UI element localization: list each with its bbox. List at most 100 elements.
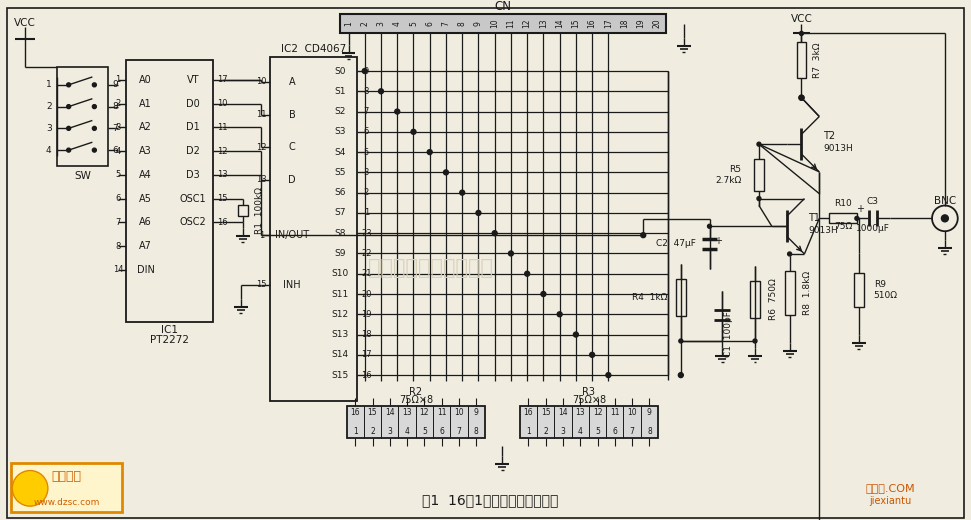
Text: 9013H: 9013H — [823, 144, 853, 153]
Text: 4: 4 — [46, 146, 51, 154]
Text: 16: 16 — [523, 408, 533, 417]
Text: PT2272: PT2272 — [151, 335, 189, 345]
Text: 10: 10 — [490, 19, 499, 29]
Text: VCC: VCC — [790, 14, 813, 23]
Text: 75Ω×8: 75Ω×8 — [399, 395, 433, 405]
Text: 13: 13 — [576, 408, 585, 417]
Text: 4: 4 — [392, 21, 402, 26]
Text: 20: 20 — [361, 290, 372, 298]
Text: R2: R2 — [409, 387, 422, 397]
Circle shape — [411, 129, 416, 134]
Text: R8  1.8kΩ: R8 1.8kΩ — [803, 271, 813, 315]
Text: 12: 12 — [419, 408, 429, 417]
Text: S2: S2 — [334, 107, 346, 116]
Circle shape — [589, 353, 594, 357]
Text: 7: 7 — [116, 218, 120, 227]
Circle shape — [641, 233, 646, 238]
Text: 11: 11 — [437, 408, 447, 417]
Text: A2: A2 — [140, 122, 152, 133]
Text: 1: 1 — [352, 427, 357, 436]
Text: 1: 1 — [46, 81, 51, 89]
Text: 5: 5 — [409, 21, 418, 26]
Text: 13: 13 — [402, 408, 412, 417]
Text: 3: 3 — [116, 123, 120, 132]
Text: C2  47μF: C2 47μF — [655, 239, 695, 248]
Bar — [854, 273, 864, 307]
Text: 6: 6 — [439, 427, 444, 436]
Text: VT: VT — [187, 75, 199, 85]
Text: S8: S8 — [334, 229, 346, 238]
Text: D3: D3 — [186, 170, 200, 180]
Text: 16: 16 — [351, 408, 360, 417]
Circle shape — [427, 150, 432, 154]
Bar — [796, 42, 807, 78]
Text: B: B — [288, 110, 295, 120]
Text: 3: 3 — [364, 168, 369, 177]
Text: 75Ω×8: 75Ω×8 — [572, 395, 606, 405]
Text: C: C — [288, 142, 295, 152]
Text: 5: 5 — [595, 427, 600, 436]
Text: 维库一下: 维库一下 — [51, 470, 82, 483]
Text: DIN: DIN — [137, 265, 154, 275]
Bar — [676, 279, 686, 316]
Text: 12: 12 — [522, 19, 532, 28]
Text: 10: 10 — [454, 408, 464, 417]
Text: 4: 4 — [116, 147, 120, 155]
Text: 13: 13 — [256, 175, 267, 184]
Text: 6: 6 — [113, 146, 118, 154]
Text: 9: 9 — [364, 67, 369, 75]
Text: 1000μF: 1000μF — [855, 224, 889, 233]
Text: T1: T1 — [809, 213, 820, 224]
Text: S6: S6 — [334, 188, 346, 197]
Text: 12: 12 — [217, 147, 227, 155]
Text: S13: S13 — [331, 330, 349, 339]
Text: S12: S12 — [331, 310, 349, 319]
Text: 19: 19 — [361, 310, 372, 319]
Text: 2: 2 — [370, 427, 375, 436]
Text: D: D — [288, 175, 296, 185]
Circle shape — [799, 95, 804, 100]
Text: R3: R3 — [583, 387, 595, 397]
Bar — [829, 213, 856, 223]
Text: IC1: IC1 — [161, 325, 178, 335]
Text: 5: 5 — [364, 148, 369, 157]
Text: 8: 8 — [113, 102, 118, 111]
Circle shape — [92, 83, 96, 87]
Text: S3: S3 — [334, 127, 346, 136]
Text: 9: 9 — [113, 81, 118, 89]
Text: 15: 15 — [217, 194, 227, 203]
Circle shape — [67, 105, 71, 109]
Circle shape — [492, 231, 497, 236]
Text: 6: 6 — [613, 427, 618, 436]
Text: 3: 3 — [560, 427, 565, 436]
Text: 7: 7 — [364, 107, 369, 116]
Circle shape — [606, 373, 611, 378]
Text: 11: 11 — [507, 19, 516, 28]
Bar — [519, 406, 658, 438]
Circle shape — [541, 292, 546, 296]
Text: +: + — [715, 236, 722, 246]
Text: A0: A0 — [140, 75, 152, 85]
Text: 9: 9 — [647, 408, 652, 417]
Text: 图1  16选1视频切换电路原理图: 图1 16选1视频切换电路原理图 — [421, 493, 558, 507]
Bar — [785, 271, 794, 315]
Text: A: A — [288, 77, 295, 87]
Text: 9: 9 — [474, 21, 483, 26]
Circle shape — [92, 105, 96, 109]
Text: C3: C3 — [867, 198, 879, 206]
Text: 杭州睜音技术有限公司: 杭州睜音技术有限公司 — [368, 258, 493, 278]
Text: INH: INH — [284, 280, 301, 290]
Circle shape — [799, 95, 804, 100]
Text: R4  1kΩ: R4 1kΩ — [631, 293, 667, 302]
Bar — [340, 14, 666, 33]
Circle shape — [476, 211, 481, 215]
Text: R1  100kΩ: R1 100kΩ — [254, 187, 263, 234]
Text: R10: R10 — [834, 200, 852, 209]
Circle shape — [444, 170, 449, 175]
Circle shape — [395, 109, 400, 114]
Text: A7: A7 — [140, 241, 152, 251]
Text: 5: 5 — [422, 427, 427, 436]
Bar — [347, 406, 485, 438]
Text: 15: 15 — [256, 280, 267, 289]
Text: 2: 2 — [116, 99, 120, 108]
